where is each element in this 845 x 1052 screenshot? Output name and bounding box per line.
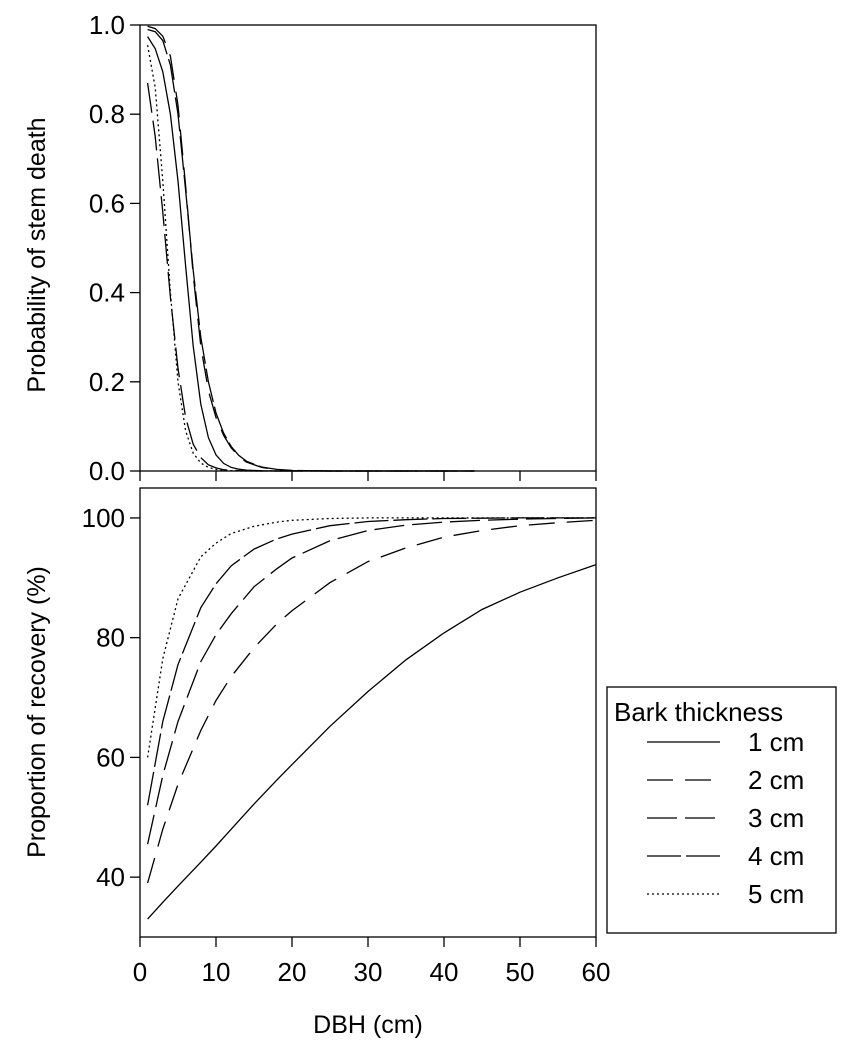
bottom-series-line-3 <box>146 517 597 845</box>
legend-label-4: 4 cm <box>748 841 804 871</box>
bottom-y-tick-label: 100 <box>82 503 125 533</box>
legend-label-3: 3 cm <box>748 803 804 833</box>
top-series-line-5 <box>146 44 475 472</box>
top-y-axis-label: Probability of stem death <box>23 117 51 392</box>
top-axis-ticks: 0.0 0.2 0.4 0.6 0.8 1.0 <box>89 10 597 486</box>
bottom-series-lines <box>146 517 597 920</box>
bottom-axis-ticks: 40 60 80 100 0 10 20 30 40 50 60 <box>82 503 611 987</box>
top-series-line-3 <box>146 82 475 472</box>
bottom-x-tick-label: 0 <box>133 957 147 987</box>
bottom-series-line-1 <box>147 563 597 920</box>
top-series-line-2 <box>147 25 475 472</box>
bottom-panel-frame <box>139 487 597 938</box>
bottom-x-tick-label: 60 <box>582 957 611 987</box>
top-y-tick-label: 0.4 <box>89 278 125 308</box>
bottom-x-tick-label: 20 <box>278 957 307 987</box>
bottom-y-tick-label: 60 <box>96 742 125 772</box>
top-series-lines <box>146 25 475 472</box>
legend-label-5: 5 cm <box>748 879 804 909</box>
top-series-line-1 <box>147 36 475 472</box>
legend-label-1: 1 cm <box>748 727 804 757</box>
top-y-tick-label: 0.6 <box>89 188 125 218</box>
bottom-x-tick-label: 50 <box>506 957 535 987</box>
bottom-series-line-2 <box>146 519 597 884</box>
x-axis-label: DBH (cm) <box>313 1011 423 1039</box>
bottom-y-tick-label: 80 <box>96 623 125 653</box>
bottom-y-axis-label: Proportion of recovery (%) <box>23 566 51 858</box>
top-y-tick-label: 1.0 <box>89 10 125 40</box>
bottom-y-tick-label: 40 <box>96 862 125 892</box>
top-y-tick-label: 0.2 <box>89 367 125 397</box>
legend: Bark thickness 1 cm 2 cm 3 cm 4 cm 5 cm <box>606 686 837 934</box>
bottom-x-tick-label: 30 <box>354 957 383 987</box>
top-y-tick-label: 0.8 <box>89 99 125 129</box>
top-series-line-4 <box>147 28 475 472</box>
legend-frame <box>606 686 837 934</box>
bottom-x-tick-label: 40 <box>430 957 459 987</box>
top-y-tick-label: 0.0 <box>89 456 125 486</box>
bottom-x-tick-label: 10 <box>202 957 231 987</box>
legend-items: 1 cm 2 cm 3 cm 4 cm 5 cm <box>647 727 804 909</box>
top-panel: 0.0 0.2 0.4 0.6 0.8 1.0 Probability of stem d… <box>23 10 597 486</box>
legend-title: Bark thickness <box>614 697 783 727</box>
bottom-panel: 40 60 80 100 0 10 20 30 40 50 60 Proportion of rec… <box>23 487 611 1039</box>
bottom-series-line-5 <box>146 517 596 758</box>
top-panel-frame <box>139 24 597 472</box>
legend-label-2: 2 cm <box>748 765 804 795</box>
bottom-series-line-4 <box>146 517 596 806</box>
